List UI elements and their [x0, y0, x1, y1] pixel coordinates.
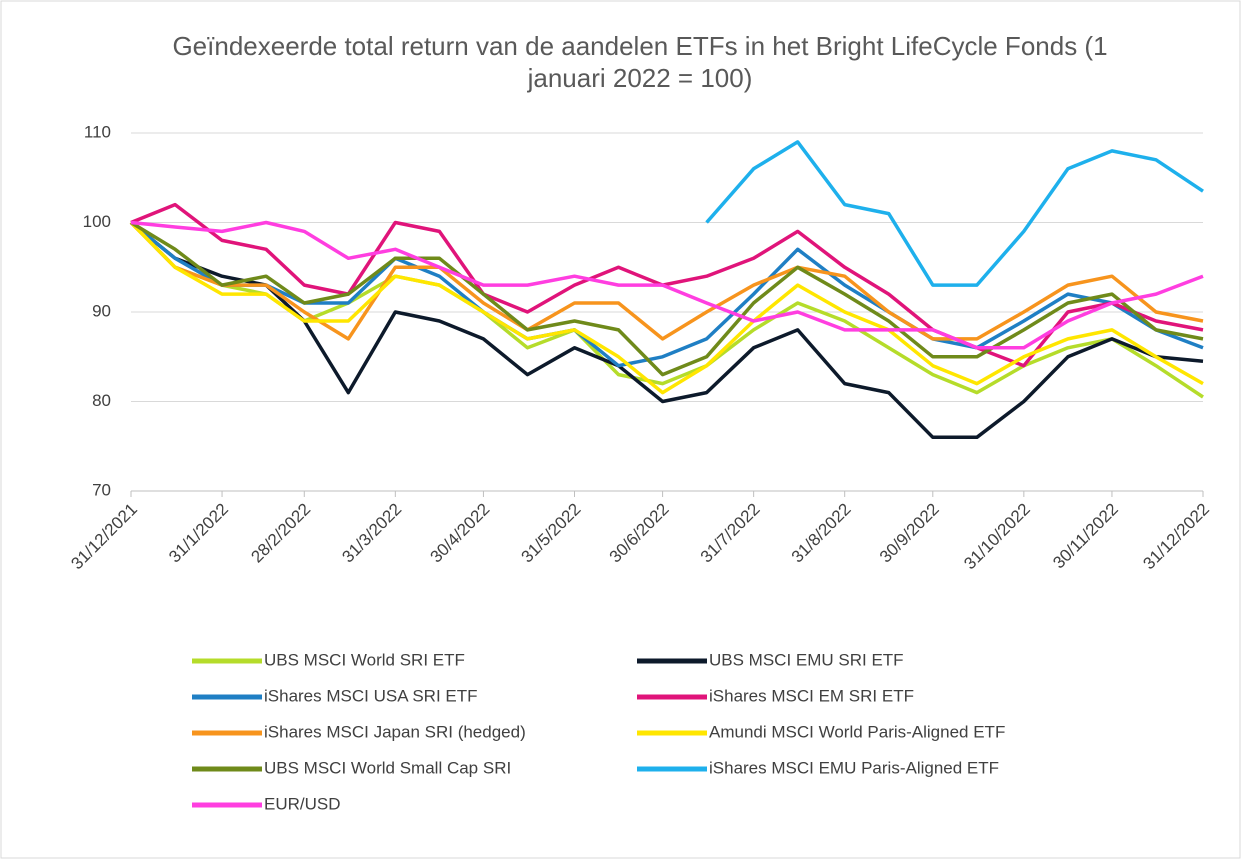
x-tick-label: 31/10/2022 — [960, 500, 1034, 574]
series-line — [129, 221, 1204, 341]
chart-title: Geïndexeerde total return van de aandele… — [172, 31, 1108, 93]
x-tick-label: 30/6/2022 — [606, 500, 673, 567]
x-tick-label: 31/8/2022 — [788, 500, 855, 567]
legend-label: Amundi MSCI World Paris-Aligned ETF — [709, 722, 1005, 741]
x-tick-label: 30/4/2022 — [427, 500, 494, 567]
x-tick-label: 31/5/2022 — [518, 500, 585, 567]
legend-label: iShares MSCI USA SRI ETF — [264, 686, 478, 705]
series-line — [130, 220, 1204, 350]
legend-label: UBS MSCI World SRI ETF — [264, 650, 465, 669]
series-line — [129, 221, 1204, 395]
x-tick-label: 31/12/2021 — [67, 500, 141, 574]
series-line — [129, 221, 1204, 440]
legend-label: iShares MSCI EMU Paris-Aligned ETF — [709, 758, 999, 777]
y-tick-label: 100 — [83, 212, 111, 231]
x-tick-label: 28/2/2022 — [247, 500, 314, 567]
y-tick-label: 90 — [92, 301, 111, 320]
series-line — [130, 221, 1204, 377]
x-tick-label: 31/3/2022 — [338, 500, 405, 567]
series-line — [705, 140, 1204, 287]
legend-label: UBS MSCI World Small Cap SRI — [264, 758, 511, 777]
x-tick-label: 30/9/2022 — [876, 500, 943, 567]
x-tick-label: 31/12/2022 — [1139, 500, 1213, 574]
x-tick-label: 31/1/2022 — [165, 500, 232, 567]
legend-label: iShares MSCI Japan SRI (hedged) — [264, 722, 526, 741]
x-tick-label: 30/11/2022 — [1049, 500, 1122, 573]
y-tick-label: 70 — [92, 480, 111, 499]
legend-label: EUR/USD — [264, 794, 341, 813]
y-tick-label: 110 — [84, 122, 111, 141]
y-tick-label: 80 — [92, 391, 111, 410]
legend-label: UBS MSCI EMU SRI ETF — [709, 650, 904, 669]
legend-label: iShares MSCI EM SRI ETF — [709, 686, 914, 705]
x-tick-label: 31/7/2022 — [697, 500, 764, 567]
